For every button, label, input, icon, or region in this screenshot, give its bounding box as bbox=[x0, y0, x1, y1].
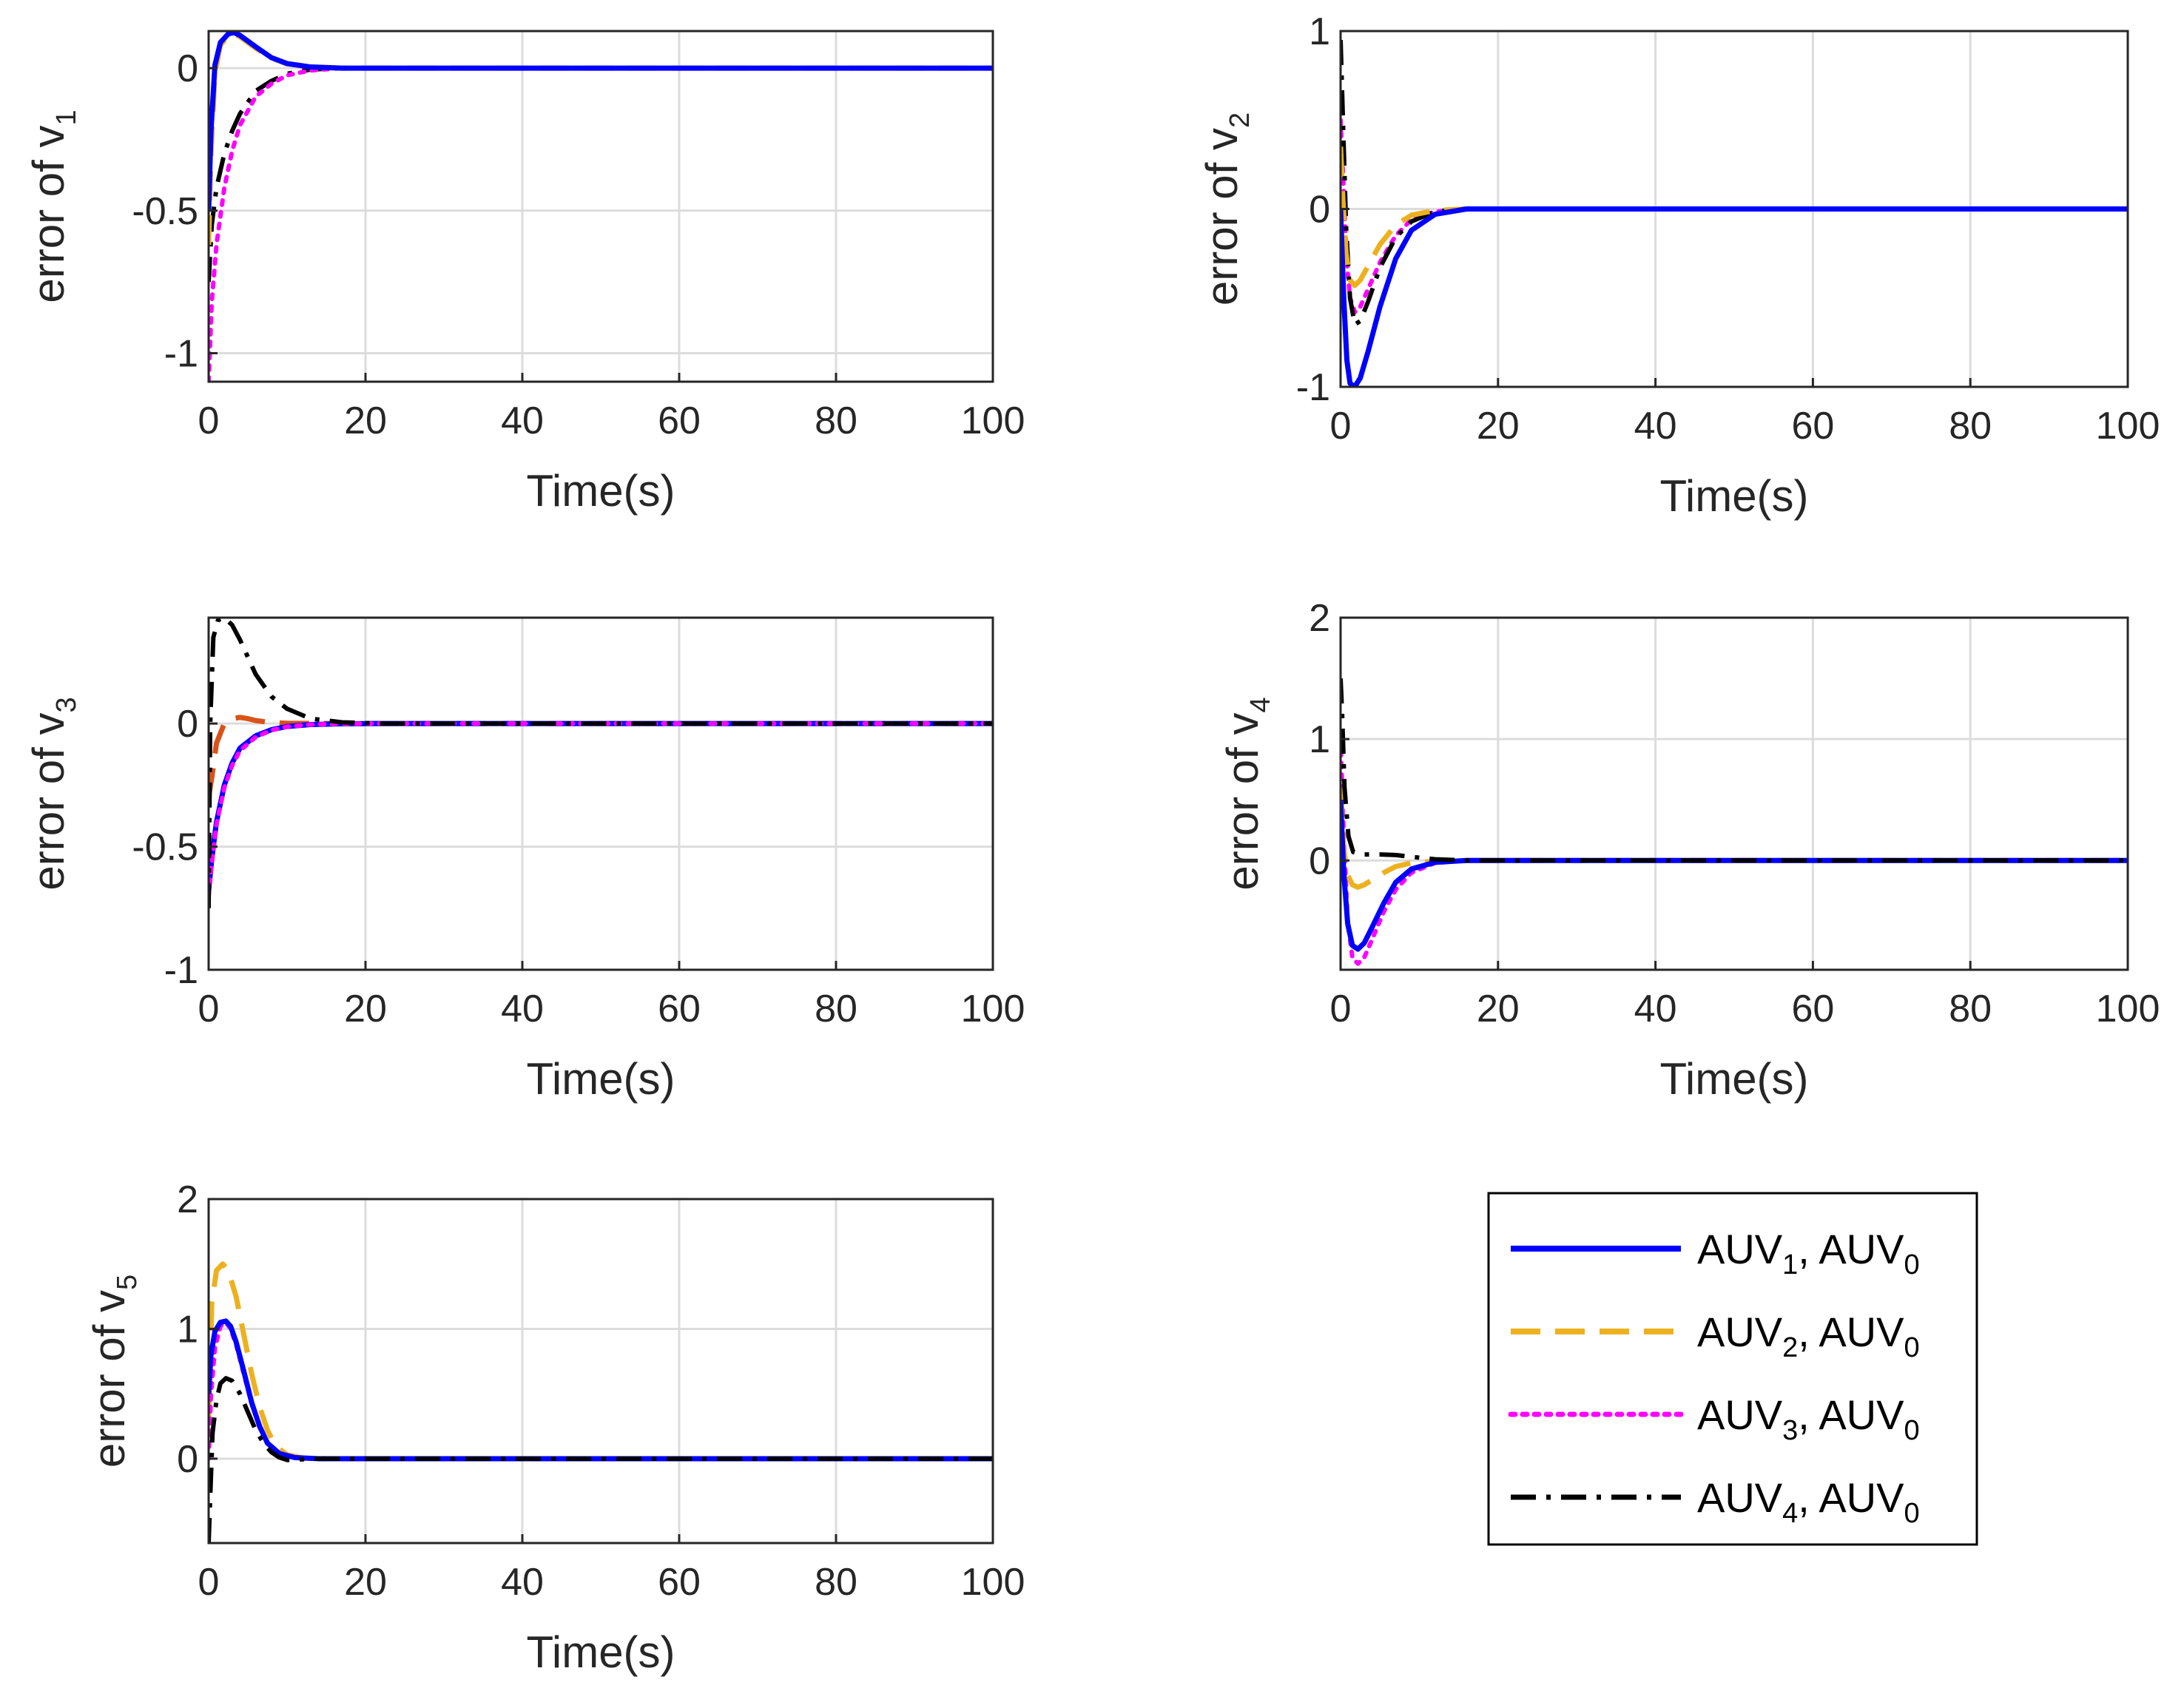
x-tick-label: 0 bbox=[198, 1561, 220, 1604]
x-tick-label: 100 bbox=[2096, 405, 2160, 448]
x-axis-label: Time(s) bbox=[526, 466, 675, 516]
y-axis-label: error of v4 bbox=[1218, 697, 1276, 890]
series-line-extra bbox=[209, 715, 993, 798]
y-tick-label: -1 bbox=[1296, 366, 1330, 409]
y-tick-label: 0 bbox=[177, 1438, 198, 1481]
y-tick-label: 2 bbox=[1309, 597, 1330, 640]
legend-entry-auv1: AUV1, AUV0 bbox=[1511, 1226, 1920, 1280]
legend-box bbox=[1487, 1192, 1978, 1546]
y-axis-label: error of v1 bbox=[24, 109, 82, 303]
subplot-5: 0 20 40 60 80 100 0 1 2 Time(s) error of v5 bbox=[84, 1178, 1025, 1677]
series-line-auv1 bbox=[1341, 206, 2128, 387]
x-tick-label: 0 bbox=[198, 988, 220, 1030]
series-line-auv1 bbox=[1341, 800, 2128, 952]
x-axis-label: Time(s) bbox=[1659, 1054, 1808, 1104]
x-tick-label: 20 bbox=[344, 399, 387, 442]
y-tick-label: 1 bbox=[177, 1308, 198, 1351]
y-tick-label: 0 bbox=[177, 703, 198, 746]
y-tick-label: 0 bbox=[177, 47, 198, 90]
x-tick-label: 80 bbox=[815, 1561, 857, 1604]
legend-label: AUV3, AUV0 bbox=[1697, 1391, 1920, 1446]
series-line-auv2 bbox=[1341, 146, 2128, 288]
x-tick-label: 60 bbox=[1791, 405, 1834, 448]
axes-frame bbox=[207, 1198, 994, 1545]
x-tick-label: 40 bbox=[1634, 988, 1677, 1030]
x-tick-label: 20 bbox=[1477, 405, 1520, 448]
y-axis-label: error of v2 bbox=[1197, 112, 1256, 306]
legend-entry-auv2: AUV2, AUV0 bbox=[1511, 1309, 1920, 1363]
x-tick-label: 0 bbox=[1330, 988, 1352, 1030]
y-tick-label: 1 bbox=[1309, 718, 1330, 761]
x-tick-label: 60 bbox=[658, 1561, 701, 1604]
x-tick-label: 80 bbox=[815, 988, 857, 1030]
x-tick-label: 20 bbox=[344, 1561, 387, 1604]
x-tick-label: 60 bbox=[658, 399, 701, 442]
axes-frame bbox=[1339, 616, 2129, 971]
x-tick-label: 80 bbox=[1949, 988, 1992, 1030]
plot-area bbox=[209, 31, 993, 382]
legend-label: AUV2, AUV0 bbox=[1697, 1309, 1920, 1363]
y-axis-label: error of v5 bbox=[84, 1275, 143, 1468]
series-line-auv4 bbox=[1341, 678, 2128, 863]
y-tick-label: 1 bbox=[1309, 10, 1330, 53]
x-tick-label: 40 bbox=[501, 1561, 544, 1604]
x-axis-label: Time(s) bbox=[1659, 471, 1808, 521]
axes-frame bbox=[207, 616, 994, 971]
x-tick-label: 100 bbox=[2096, 988, 2160, 1030]
y-tick-label: 0 bbox=[1309, 189, 1330, 232]
x-tick-label: 40 bbox=[1634, 405, 1677, 448]
x-tick-label: 100 bbox=[961, 1561, 1025, 1604]
y-tick-label: 0 bbox=[1309, 840, 1330, 882]
x-tick-label: 40 bbox=[501, 399, 544, 442]
plot-area bbox=[209, 1199, 993, 1543]
x-tick-label: 60 bbox=[1791, 988, 1834, 1030]
x-tick-label: 0 bbox=[1330, 405, 1352, 448]
legend-entry-auv3: AUV3, AUV0 bbox=[1508, 1391, 1920, 1446]
plot-area bbox=[1341, 618, 2128, 970]
plot-area bbox=[209, 618, 993, 970]
series-line-auv4 bbox=[1341, 39, 2128, 327]
x-tick-label: 80 bbox=[1949, 405, 1992, 448]
series-line-auv1 bbox=[209, 31, 993, 211]
x-tick-label: 100 bbox=[961, 399, 1025, 442]
x-tick-label: 40 bbox=[501, 988, 544, 1030]
axes-frame bbox=[207, 30, 994, 383]
subplot-4: 0 20 40 60 80 100 0 1 2 Time(s) error of v4 bbox=[1218, 597, 2160, 1104]
y-tick-label: 2 bbox=[177, 1178, 198, 1221]
subplot-3: 0 20 40 60 80 100 -1 -0.5 0 Time(s) error of v3 bbox=[24, 616, 1025, 1104]
x-tick-label: 20 bbox=[1477, 988, 1520, 1030]
y-tick-label: -1 bbox=[164, 949, 198, 992]
x-tick-label: 20 bbox=[344, 988, 387, 1030]
legend-entry-auv4: AUV4, AUV0 bbox=[1511, 1474, 1920, 1529]
legend-label: AUV4, AUV0 bbox=[1697, 1474, 1920, 1529]
series-line-auv4 bbox=[209, 1376, 993, 1543]
subplot-1: 0 20 40 60 80 100 -1 -0.5 0 Time(s) error of v1 bbox=[24, 30, 1025, 516]
y-axis-label: error of v3 bbox=[24, 697, 82, 890]
legend: AUV1, AUV0 AUV2, AUV0 AUV3, AUV0 AUV4, AUV0 bbox=[1487, 1192, 1978, 1546]
x-axis-label: Time(s) bbox=[526, 1054, 675, 1104]
x-tick-label: 100 bbox=[961, 988, 1025, 1030]
x-tick-label: 80 bbox=[815, 399, 857, 442]
y-tick-label: -1 bbox=[164, 332, 198, 375]
legend-label: AUV1, AUV0 bbox=[1697, 1226, 1920, 1280]
series-line-auv4 bbox=[209, 618, 993, 908]
x-tick-label: 0 bbox=[198, 399, 220, 442]
y-tick-label: -0.5 bbox=[132, 190, 198, 233]
y-tick-label: -0.5 bbox=[132, 826, 198, 869]
x-axis-label: Time(s) bbox=[526, 1627, 675, 1677]
x-tick-label: 60 bbox=[658, 988, 701, 1030]
